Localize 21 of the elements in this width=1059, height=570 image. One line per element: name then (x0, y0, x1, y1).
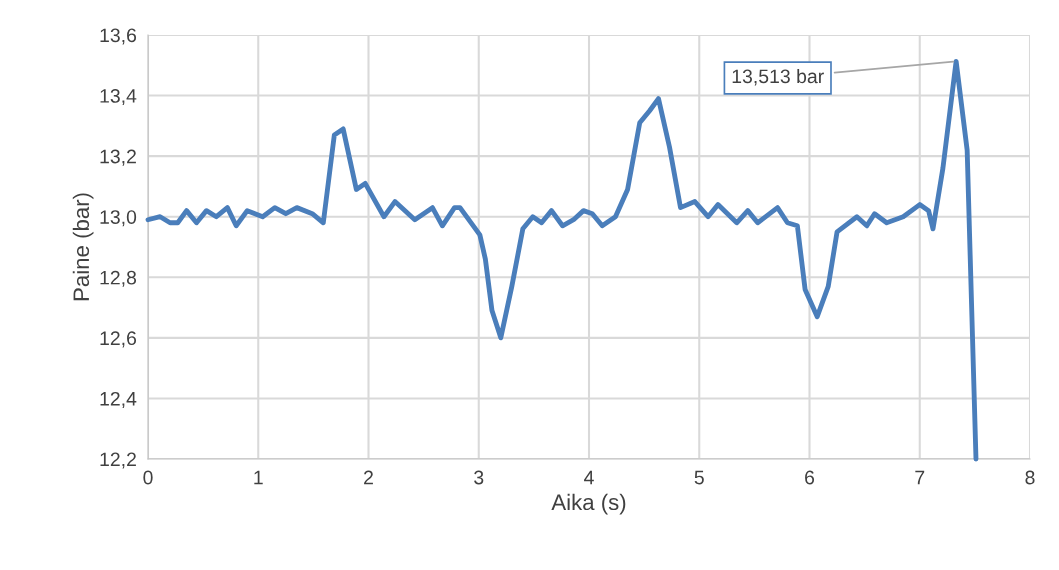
x-tick-label: 0 (143, 470, 153, 485)
x-axis-title: Aika (s) (551, 493, 626, 515)
y-axis-title: Paine (bar) (72, 193, 94, 301)
x-tick-label: 7 (915, 470, 925, 485)
y-tick-label: 12,8 (100, 270, 137, 287)
line-series (145, 58, 979, 462)
y-tick-label: 13,4 (100, 89, 137, 106)
x-tick-label: 3 (474, 470, 484, 485)
x-tick-label: 6 (805, 470, 815, 485)
x-tick-label: 1 (254, 470, 263, 485)
x-tick-label: 4 (584, 470, 594, 485)
y-tick-label: 13,6 (100, 28, 137, 45)
x-tick-label: 2 (364, 470, 373, 485)
y-tick-label: 12,6 (100, 331, 137, 348)
y-tick-label: 13,0 (100, 210, 137, 227)
annotation: 13,513 bar (732, 68, 824, 86)
x-tick-label: 8 (1025, 470, 1035, 485)
y-tick-label: 12,4 (100, 391, 137, 408)
y-tick-label: 12,2 (100, 452, 136, 469)
x-tick-label: 5 (694, 470, 704, 485)
y-tick-label: 13,2 (100, 149, 136, 166)
